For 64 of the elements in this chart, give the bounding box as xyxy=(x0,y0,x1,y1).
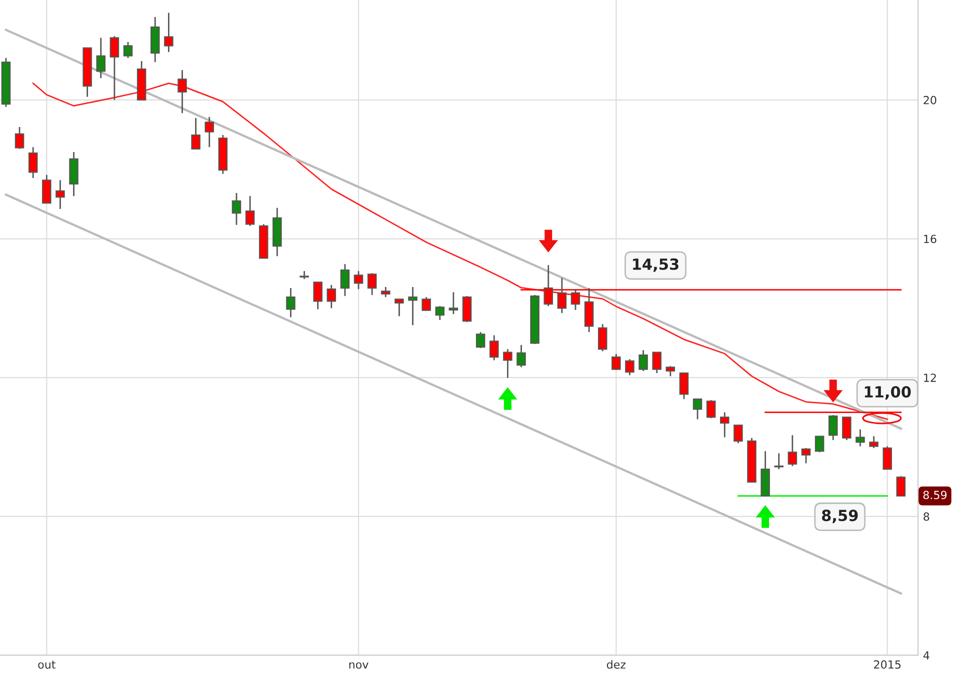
candlestick xyxy=(503,348,512,379)
y-tick-label: 12 xyxy=(924,374,936,382)
candlestick xyxy=(381,286,390,298)
candlestick xyxy=(869,436,878,449)
candlestick xyxy=(367,272,377,296)
candlestick xyxy=(286,287,296,318)
candlestick xyxy=(476,331,486,349)
series-label: 8,59 xyxy=(822,510,858,524)
candlestick xyxy=(123,41,133,59)
candlestick xyxy=(191,117,200,150)
candlestick xyxy=(828,414,838,441)
candlestick xyxy=(652,352,662,374)
candlestick xyxy=(96,37,106,79)
x-tick-label: 2015 xyxy=(874,660,901,669)
candlestick xyxy=(354,270,364,290)
candlestick xyxy=(462,295,472,323)
candlestick xyxy=(801,447,811,464)
candlestick xyxy=(489,334,499,361)
candlestick xyxy=(245,195,255,227)
candlestick xyxy=(612,353,621,371)
y-tick-label: 4 xyxy=(923,651,930,660)
candlestick xyxy=(110,35,120,101)
candlestick xyxy=(706,399,716,419)
candlestick xyxy=(814,436,824,453)
candlestick xyxy=(598,323,608,352)
candlestick xyxy=(340,263,350,297)
series-label: 14,53 xyxy=(633,258,678,272)
candlestick xyxy=(638,349,648,372)
candlestick xyxy=(313,281,322,310)
x-tick-label: out xyxy=(38,660,56,669)
candlestick xyxy=(882,446,892,470)
candlestick xyxy=(394,298,404,317)
candlestick xyxy=(164,12,174,53)
candlestick xyxy=(734,424,743,444)
candlestick xyxy=(692,398,702,420)
candlestick xyxy=(625,358,634,376)
candlestick xyxy=(232,192,242,226)
candlestick xyxy=(448,292,458,315)
candlestick xyxy=(422,296,431,312)
candlestick xyxy=(679,372,689,400)
candlestick xyxy=(408,286,418,326)
candlestick xyxy=(788,434,798,467)
candlestick xyxy=(204,116,214,148)
y-tick-label: 20 xyxy=(924,96,936,104)
candlestick xyxy=(178,69,187,114)
x-tick-label: dez xyxy=(606,660,626,669)
candlestick xyxy=(56,179,65,210)
candlestick xyxy=(896,475,906,497)
x-tick-label: nov xyxy=(349,662,368,669)
candlestick xyxy=(720,412,730,438)
candlestick xyxy=(42,174,52,204)
candlestick xyxy=(435,305,445,321)
candlestick xyxy=(666,365,676,377)
series-label: 11,00 xyxy=(864,386,911,400)
candlestick xyxy=(856,428,865,448)
candlestick xyxy=(842,416,852,441)
y-tick-label: 16 xyxy=(924,234,936,244)
text: 8.59 xyxy=(923,490,947,500)
candlestick xyxy=(774,452,784,470)
y-tick-label: 8 xyxy=(924,512,930,521)
candlestick xyxy=(14,126,24,150)
candlestick xyxy=(516,344,526,368)
candlestick xyxy=(326,284,336,309)
candlestick xyxy=(28,146,38,179)
